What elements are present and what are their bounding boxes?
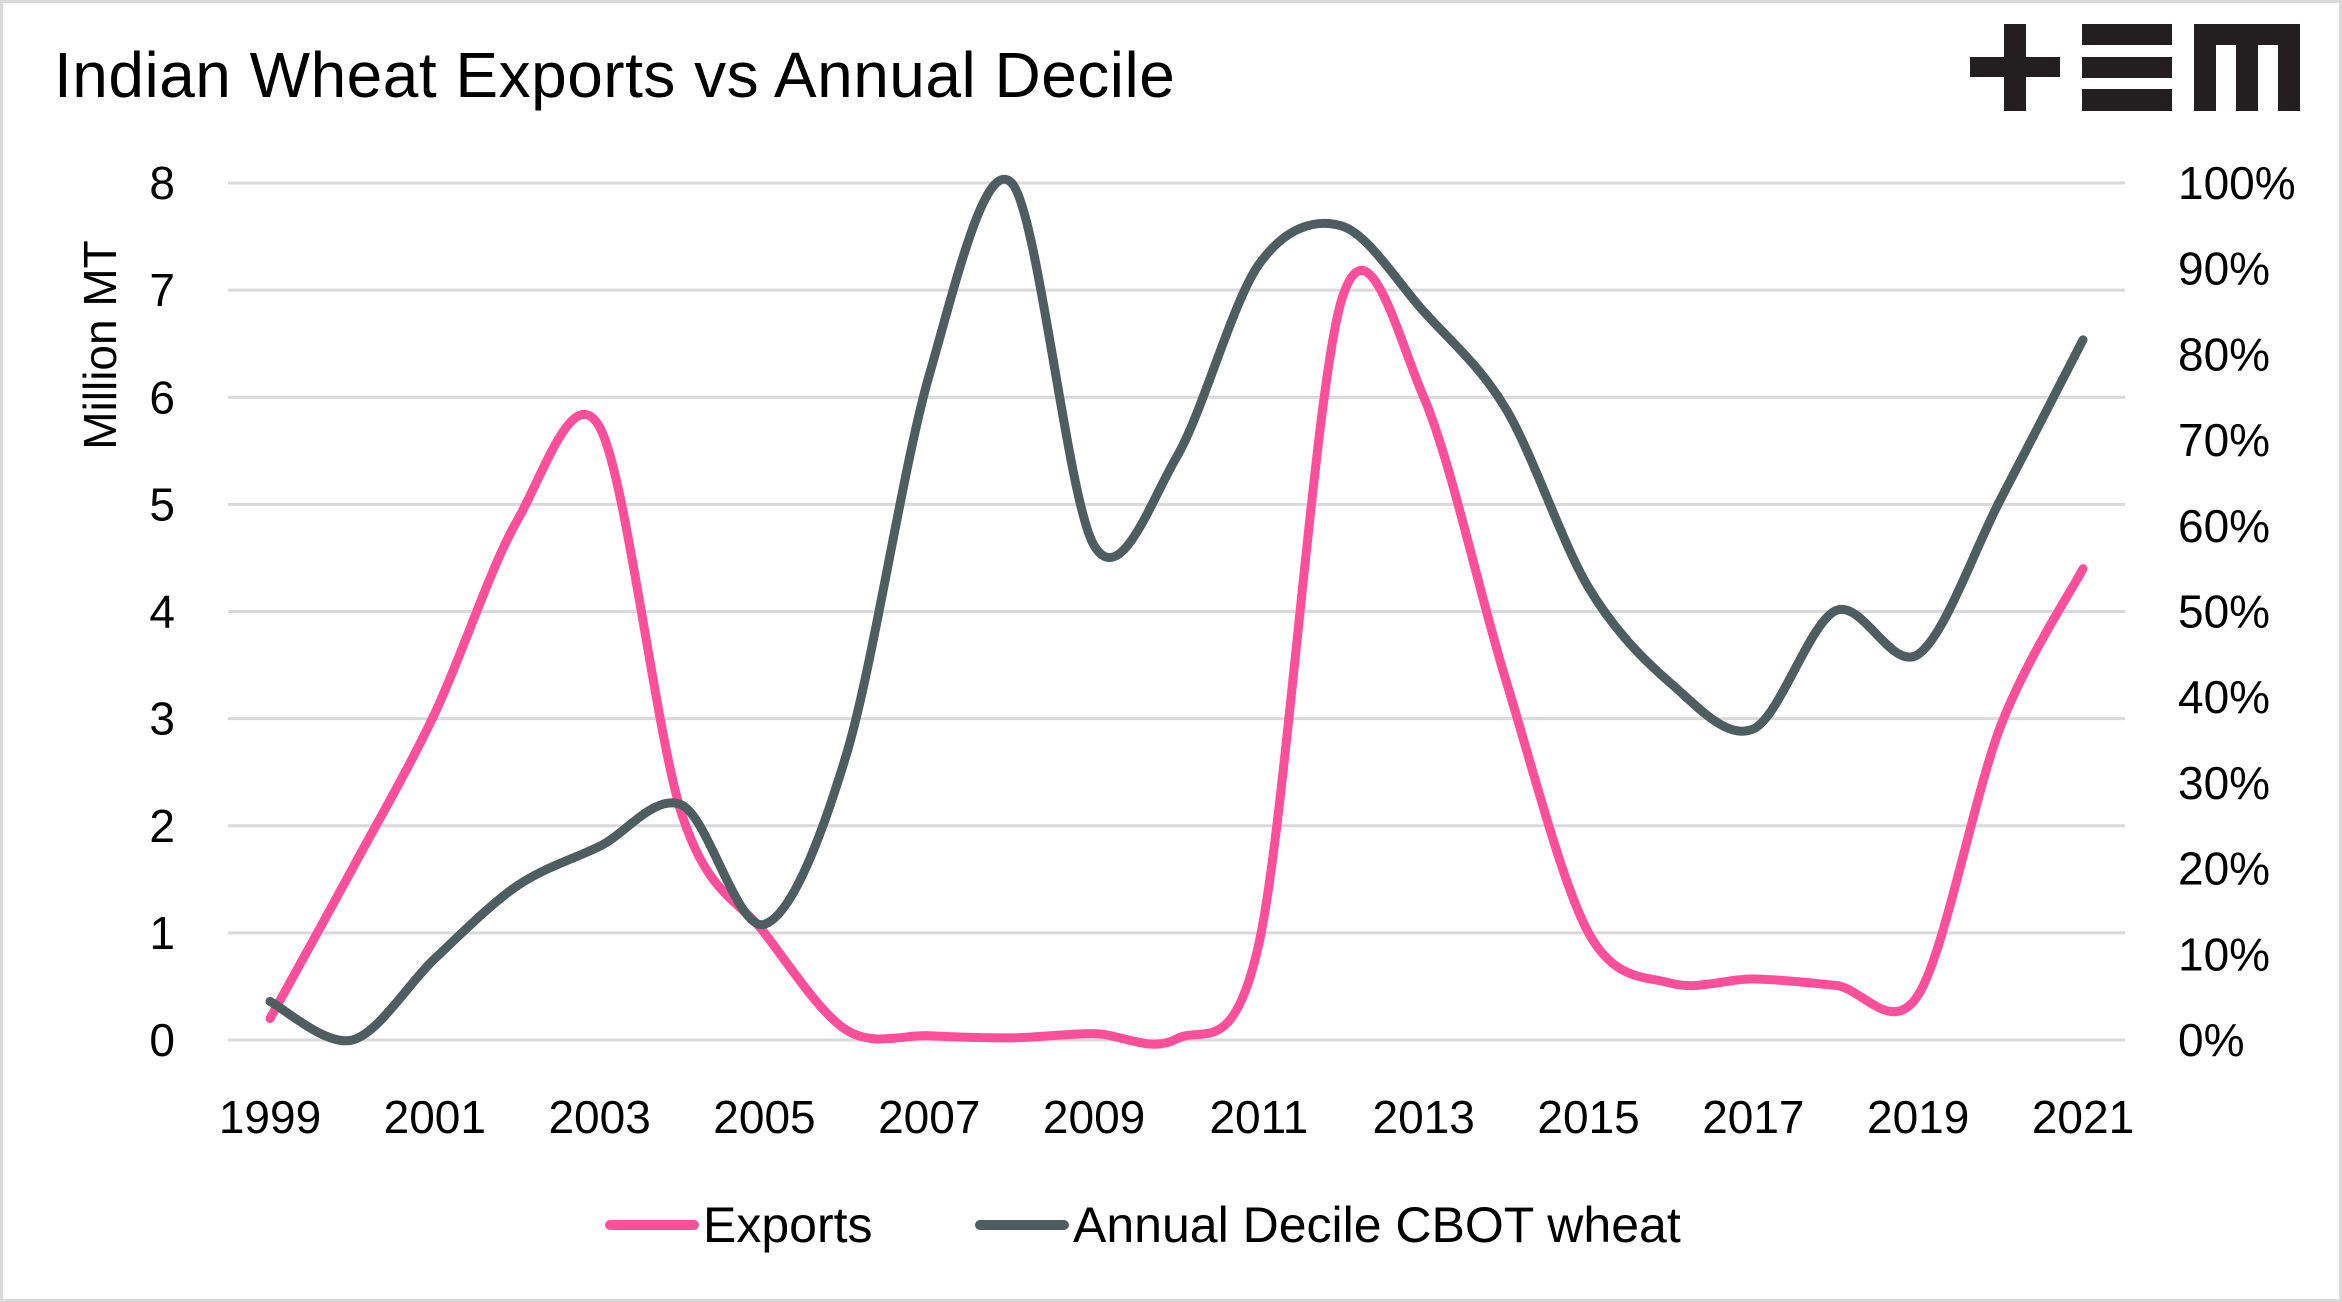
legend-swatch-decile (975, 1220, 1069, 1230)
logo-plus-horizontal (1970, 57, 2060, 77)
x-tick-label: 2021 (2032, 1091, 2134, 1143)
y2-tick-label: 50% (2178, 586, 2270, 638)
x-axis-ticks: 1999 2001 2003 2005 2007 2009 2011 2013 2015 2017… (219, 1091, 2134, 1143)
legend-item-exports[interactable]: Exports (605, 1190, 873, 1260)
x-tick-label: 2005 (713, 1091, 815, 1143)
y2-tick-label: 30% (2178, 757, 2270, 809)
legend-swatch-exports (605, 1220, 699, 1230)
x-tick-label: 1999 (219, 1091, 321, 1143)
logo-e-bar-middle (2082, 57, 2172, 78)
tem-logo (1970, 24, 2300, 111)
y-tick-label: 8 (149, 157, 175, 209)
y-tick-label: 7 (149, 264, 175, 316)
y-tick-label: 1 (149, 907, 175, 959)
x-tick-label: 2013 (1373, 1091, 1475, 1143)
chart-title: Indian Wheat Exports vs Annual Decile (54, 39, 1176, 111)
right-axis-ticks: 0% 10% 20% 30% 40% 50% 60% 70% 80% 90% 100% (2178, 157, 2296, 1066)
y-tick-label: 0 (149, 1014, 175, 1066)
x-tick-label: 2015 (1537, 1091, 1639, 1143)
legend: Exports Annual Decile CBOT wheat (0, 1190, 2342, 1260)
legend-label-exports: Exports (703, 1197, 873, 1253)
x-tick-label: 2003 (548, 1091, 650, 1143)
left-axis-ticks: 0 1 2 3 4 5 6 7 8 (149, 157, 175, 1066)
x-tick-label: 2017 (1702, 1091, 1804, 1143)
y2-tick-label: 60% (2178, 500, 2270, 552)
legend-label-decile: Annual Decile CBOT wheat (1073, 1197, 1681, 1253)
series-line-exports (265, 266, 2088, 1049)
y-tick-label: 2 (149, 800, 175, 852)
y2-tick-label: 0% (2178, 1014, 2244, 1066)
logo-e-bar-bottom (2082, 89, 2172, 111)
x-tick-label: 2019 (1867, 1091, 1969, 1143)
y-tick-label: 4 (149, 586, 175, 638)
y2-tick-label: 70% (2178, 414, 2270, 466)
logo-e-bar-top (2082, 24, 2172, 45)
y-tick-label: 3 (149, 693, 175, 745)
x-tick-label: 2007 (878, 1091, 980, 1143)
y-tick-label: 6 (149, 371, 175, 423)
legend-item-decile[interactable]: Annual Decile CBOT wheat (975, 1190, 1681, 1260)
y2-tick-label: 10% (2178, 928, 2270, 980)
y2-tick-label: 40% (2178, 671, 2270, 723)
y2-tick-label: 20% (2178, 843, 2270, 895)
y2-tick-label: 80% (2178, 328, 2270, 380)
y-axis-title: Million MT (74, 240, 126, 450)
logo-m (2194, 24, 2300, 111)
series-lines (265, 175, 2088, 1049)
y2-tick-label: 100% (2178, 157, 2296, 209)
x-tick-label: 2001 (384, 1091, 486, 1143)
series-line-decile (265, 175, 2088, 1046)
y2-tick-label: 90% (2178, 243, 2270, 295)
x-tick-label: 2011 (1209, 1091, 1308, 1143)
x-tick-label: 2009 (1043, 1091, 1145, 1143)
y-tick-label: 5 (149, 478, 175, 530)
